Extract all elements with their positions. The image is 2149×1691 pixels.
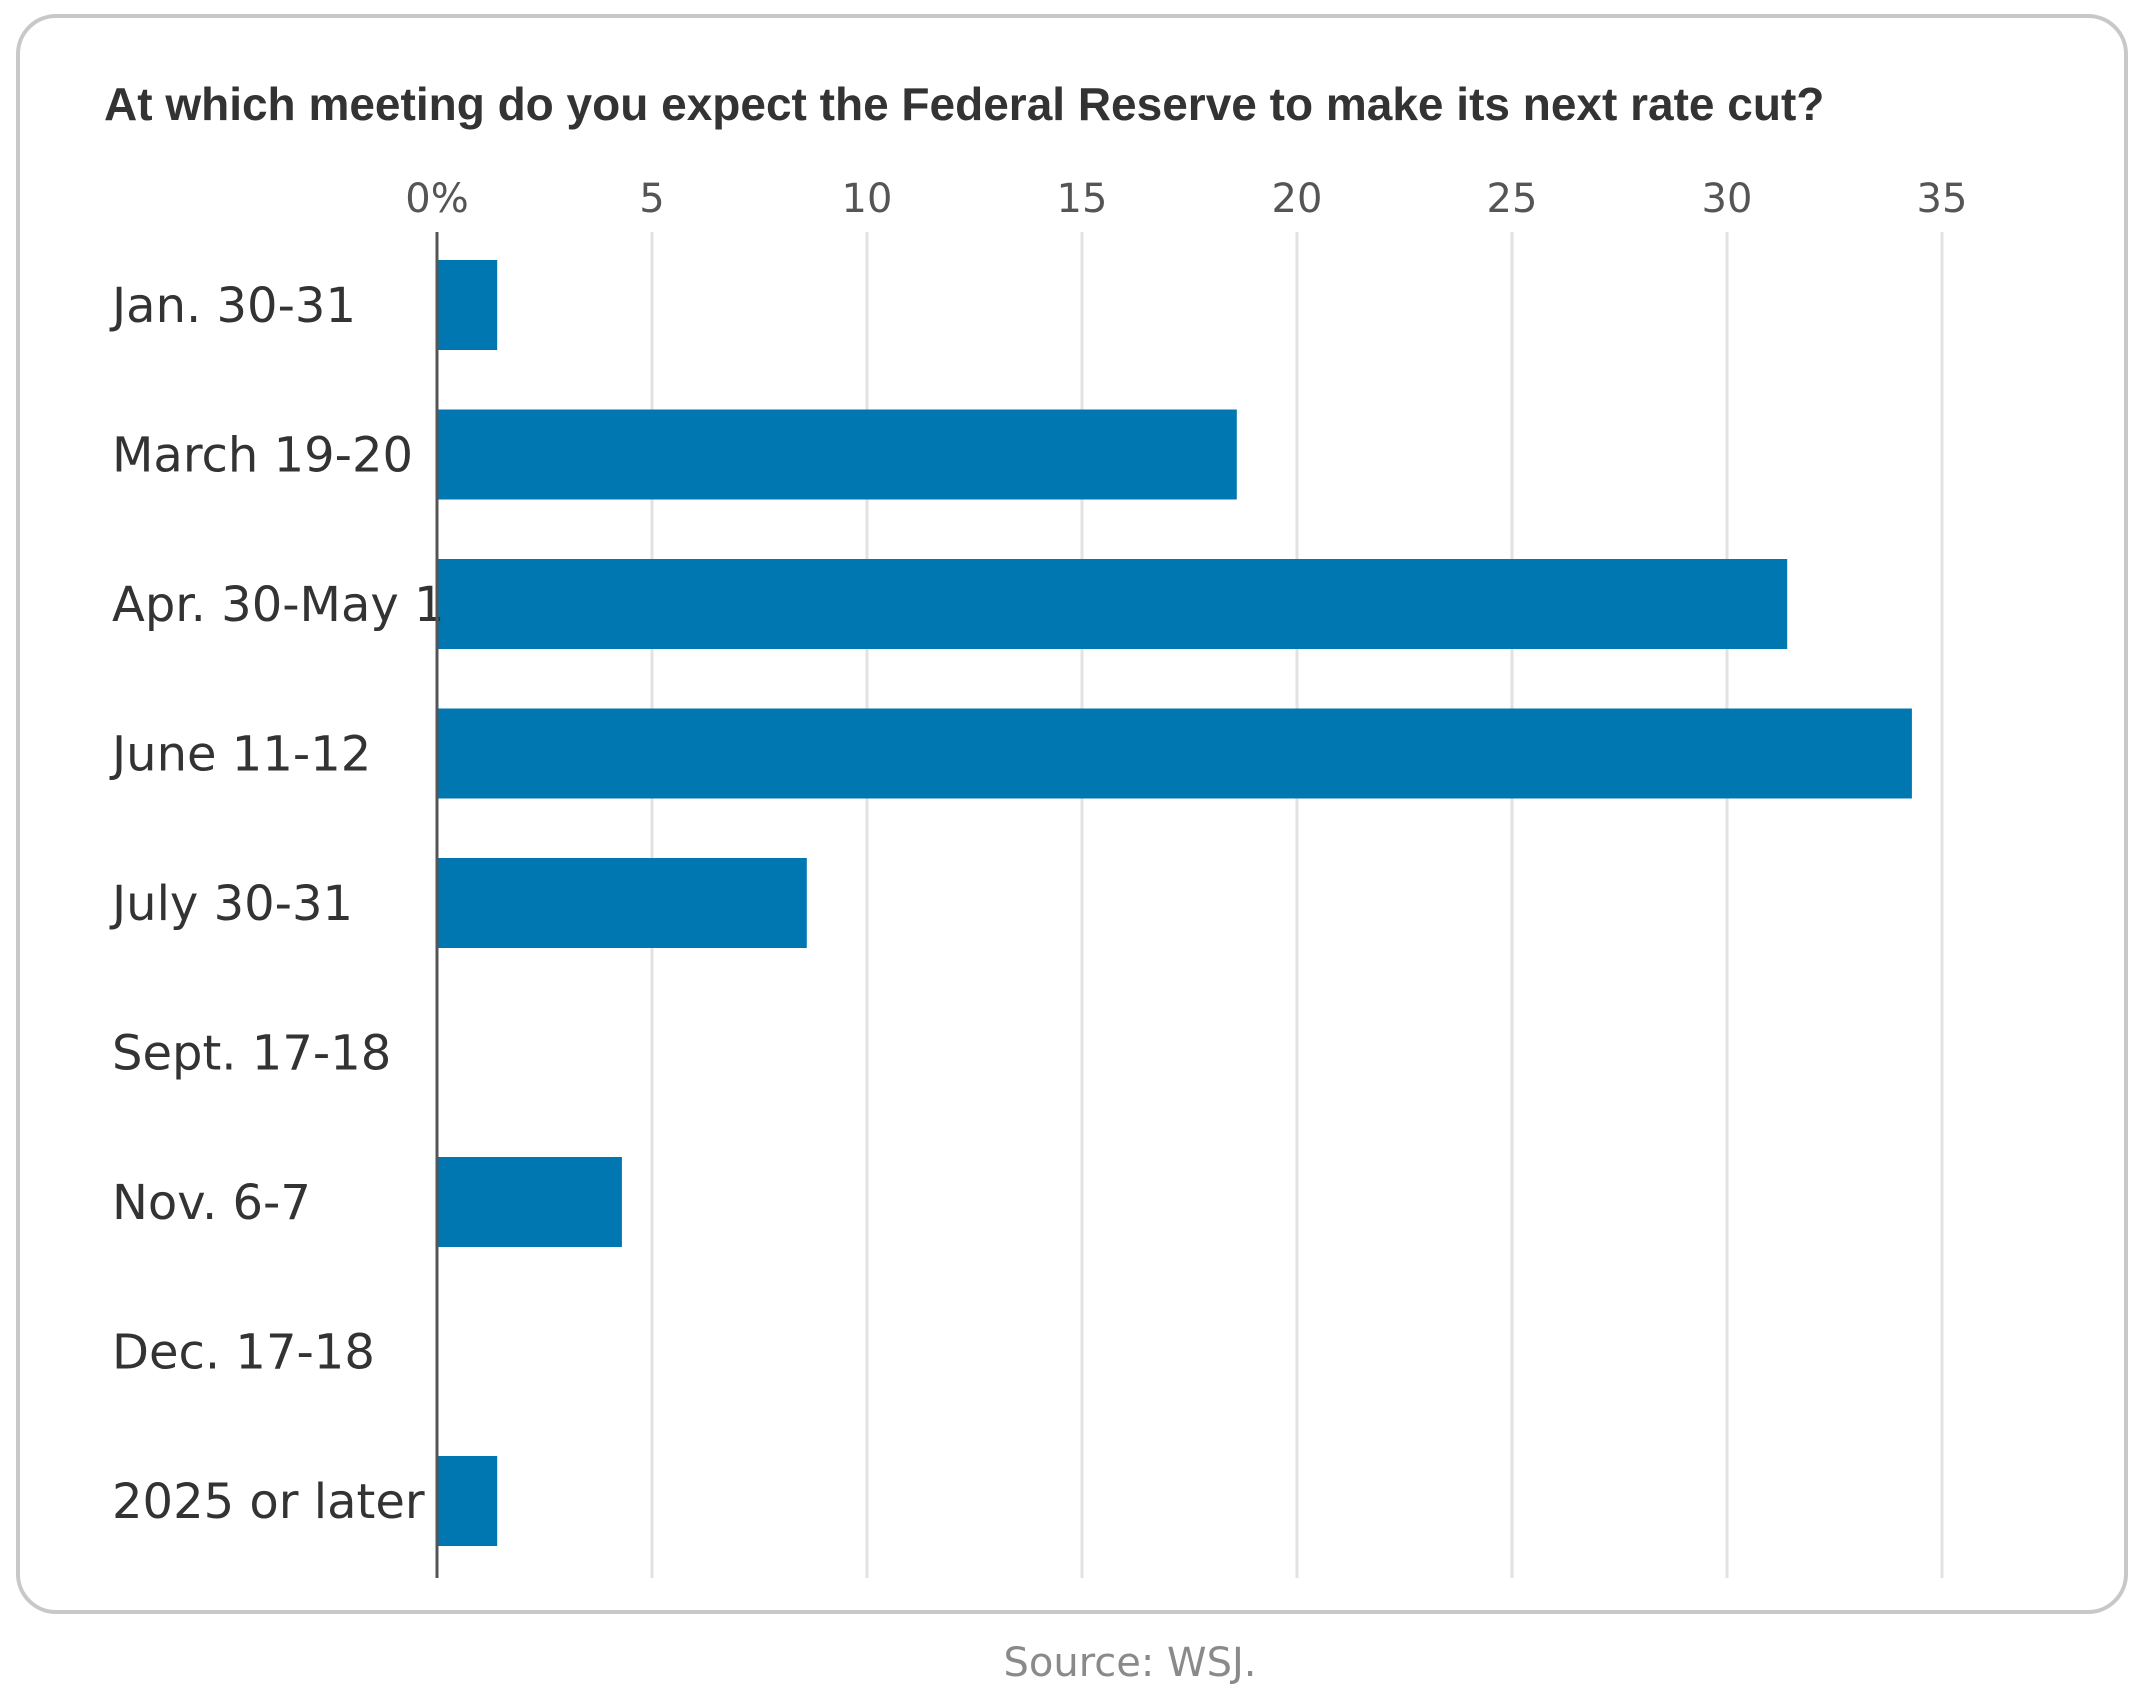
bar bbox=[437, 260, 498, 350]
bars bbox=[437, 260, 1912, 1546]
chart-card bbox=[16, 14, 2128, 1614]
category-label: Sept. 17-18 bbox=[112, 1026, 391, 1082]
x-tick-label: 20 bbox=[1272, 176, 1323, 222]
x-tick-label: 25 bbox=[1487, 176, 1538, 222]
bar bbox=[437, 559, 1788, 649]
category-label: July 30-31 bbox=[109, 876, 353, 932]
x-tick-label: 15 bbox=[1057, 176, 1108, 222]
x-tick-label: 35 bbox=[1917, 176, 1968, 222]
category-labels: Jan. 30-31 March 19-20 Apr. 30-May 1 June 1… bbox=[109, 278, 445, 1530]
bar bbox=[437, 1456, 498, 1546]
x-tick-label: 30 bbox=[1702, 176, 1753, 222]
source-note: Source: WSJ. bbox=[1003, 1640, 1256, 1686]
x-axis-ticks: 0% 5 10 15 20 25 30 35 bbox=[405, 176, 1967, 222]
bar bbox=[437, 858, 807, 948]
category-label: Dec. 17-18 bbox=[112, 1325, 375, 1381]
category-label: Jan. 30-31 bbox=[109, 278, 356, 334]
category-label: Apr. 30-May 1 bbox=[112, 577, 445, 633]
bar bbox=[437, 1157, 622, 1247]
category-label: March 19-20 bbox=[112, 428, 413, 484]
x-tick-label: 0% bbox=[405, 176, 468, 222]
bar bbox=[437, 708, 1912, 799]
category-label: Nov. 6-7 bbox=[112, 1175, 311, 1231]
x-tick-label: 10 bbox=[842, 176, 893, 222]
x-tick-label: 5 bbox=[639, 176, 664, 222]
bar bbox=[437, 409, 1237, 500]
chart-title: At which meeting do you expect the Feder… bbox=[104, 78, 1824, 130]
category-label: June 11-12 bbox=[109, 727, 371, 783]
category-label: 2025 or later bbox=[112, 1474, 425, 1530]
